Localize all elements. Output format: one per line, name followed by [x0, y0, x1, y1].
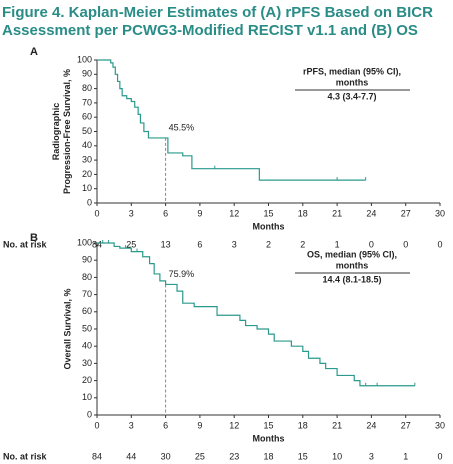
y-tick-label: 10 [82, 183, 92, 193]
legend-heading: OS, median (95% CI), [307, 249, 397, 259]
x-tick-label: 12 [229, 420, 239, 430]
x-tick-label: 15 [263, 208, 273, 218]
x-tick-label: 24 [366, 420, 376, 430]
at-risk-count: 3 [232, 239, 237, 249]
at-risk-count: 0 [369, 239, 374, 249]
y-tick-label: 90 [82, 255, 92, 265]
legend-heading: months [336, 260, 369, 270]
at-risk-count: 2 [266, 239, 271, 249]
x-tick-label: 9 [197, 208, 202, 218]
x-tick-label: 3 [129, 420, 134, 430]
y-tick-label: 60 [82, 306, 92, 316]
at-risk-count: 0 [403, 239, 408, 249]
y-tick-label: 80 [82, 83, 92, 93]
x-tick-label: 6 [163, 208, 168, 218]
x-tick-label: 27 [401, 420, 411, 430]
x-tick-label: 21 [332, 420, 342, 430]
x-tick-label: 12 [229, 208, 239, 218]
at-risk-count: 3 [369, 451, 374, 461]
y-tick-label: 50 [82, 126, 92, 136]
survival-curve [97, 59, 366, 181]
x-tick-label: 15 [263, 420, 273, 430]
survival-curve [97, 242, 415, 387]
figure-title: Assessment per PCWG3-Modified RECIST v1.… [2, 22, 418, 39]
x-tick-label: 3 [129, 208, 134, 218]
at-risk-label: No. at risk [3, 239, 48, 249]
legend-heading: months [336, 77, 369, 87]
legend-median: 4.3 (3.4-7.7) [327, 91, 376, 101]
y-tick-label: 100 [77, 237, 92, 247]
y-axis-title: Radiographic [51, 103, 61, 161]
x-tick-label: 24 [366, 208, 376, 218]
figure-title: Figure 4. Kaplan-Meier Estimates of (A) … [2, 4, 433, 21]
y-tick-label: 90 [82, 69, 92, 79]
at-risk-count: 1 [335, 239, 340, 249]
x-tick-label: 0 [94, 208, 99, 218]
at-risk-count: 15 [298, 451, 308, 461]
at-risk-count: 1 [403, 451, 408, 461]
at-risk-count: 6 [197, 239, 202, 249]
at-risk-count: 13 [161, 239, 171, 249]
y-tick-label: 60 [82, 112, 92, 122]
at-risk-label: No. at risk [3, 451, 48, 461]
panel-label: B [30, 232, 38, 244]
y-tick-label: 30 [82, 154, 92, 164]
at-risk-count: 18 [263, 451, 273, 461]
panel-label: A [30, 46, 38, 58]
y-tick-label: 70 [82, 289, 92, 299]
at-risk-count: 10 [332, 451, 342, 461]
x-tick-label: 18 [298, 208, 308, 218]
at-risk-count: 25 [126, 239, 136, 249]
x-tick-label: 18 [298, 420, 308, 430]
at-risk-count: 0 [437, 451, 442, 461]
x-tick-label: 6 [163, 420, 168, 430]
legend-median: 14.4 (8.1-18.5) [322, 274, 381, 284]
x-tick-label: 30 [435, 420, 445, 430]
y-tick-label: 100 [77, 54, 92, 64]
y-tick-label: 40 [82, 140, 92, 150]
y-tick-label: 70 [82, 97, 92, 107]
y-tick-label: 0 [87, 409, 92, 419]
y-axis-title: Progression-Free Survival, % [62, 69, 72, 194]
y-tick-label: 20 [82, 375, 92, 385]
legend-heading: rPFS, median (95% CI), [303, 66, 401, 76]
x-tick-label: 21 [332, 208, 342, 218]
annotation: 45.5% [169, 122, 195, 132]
y-tick-label: 0 [87, 197, 92, 207]
at-risk-count: 2 [300, 239, 305, 249]
annotation: 75.9% [169, 269, 195, 279]
y-tick-label: 40 [82, 341, 92, 351]
at-risk-count: 0 [437, 239, 442, 249]
at-risk-count: 30 [161, 451, 171, 461]
y-tick-label: 20 [82, 169, 92, 179]
x-axis-title: Months [253, 433, 285, 443]
x-tick-label: 30 [435, 208, 445, 218]
at-risk-count: 44 [126, 451, 136, 461]
y-axis-title: Overall Survival, % [62, 288, 72, 369]
y-tick-label: 10 [82, 392, 92, 402]
x-tick-label: 9 [197, 420, 202, 430]
y-tick-label: 30 [82, 358, 92, 368]
y-tick-label: 50 [82, 323, 92, 333]
at-risk-count: 23 [229, 451, 239, 461]
x-tick-label: 0 [94, 420, 99, 430]
x-tick-label: 27 [401, 208, 411, 218]
y-tick-label: 80 [82, 272, 92, 282]
at-risk-count: 25 [195, 451, 205, 461]
x-axis-title: Months [253, 221, 285, 231]
at-risk-count: 84 [92, 451, 102, 461]
